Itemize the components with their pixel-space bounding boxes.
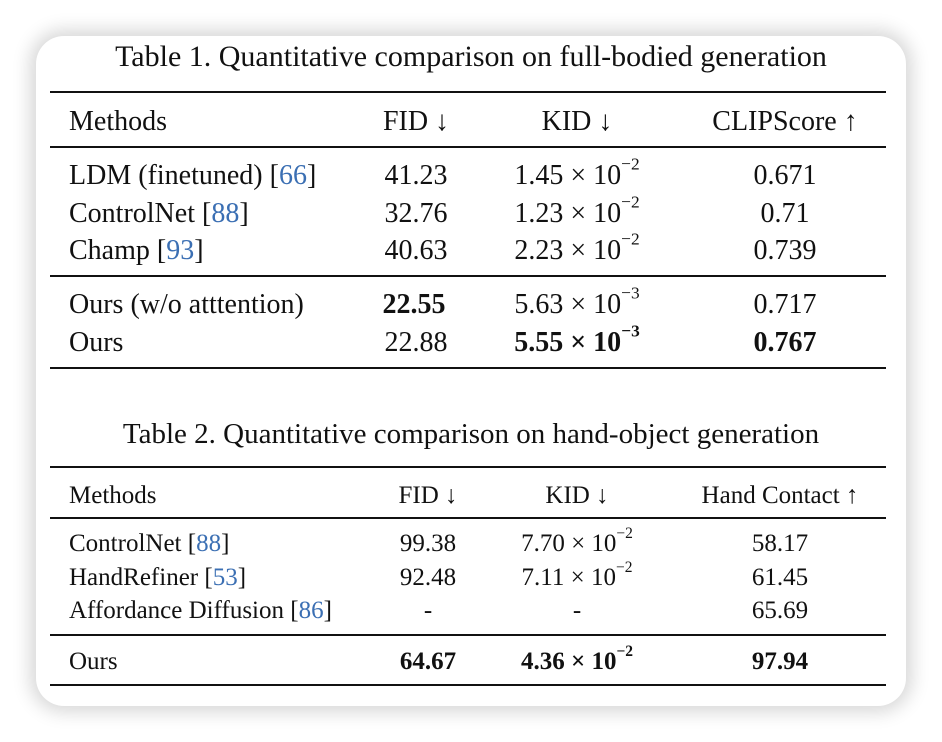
table2-row-affordance-fid: - [423, 597, 433, 624]
table2-header-methods: Methods [69, 482, 157, 509]
table2-row-controlnet-method: ControlNet [88] [69, 530, 230, 557]
table2-header-fid: FID ↓ [398, 482, 458, 509]
table2-row-affordance-kid: - [572, 597, 582, 624]
table2-row-controlnet-kid: 7.70 × 10−2 [521, 524, 633, 557]
table1-row-ours-kid: 5.55 × 10−3 [514, 321, 640, 358]
citation-link[interactable]: 53 [212, 564, 238, 591]
table1-row-controlnet-clip: 0.71 [760, 198, 810, 229]
table1-row-ldm-kid: 1.45 × 10−2 [514, 154, 640, 191]
table1-row-ours-fid: 22.88 [384, 327, 448, 358]
table2-row-controlnet-fid: 99.38 [399, 530, 457, 557]
citation-link[interactable]: 86 [298, 597, 324, 624]
content-card [36, 36, 906, 706]
table2-row-affordance-contact: 65.69 [751, 597, 809, 624]
table2-top-rule [50, 466, 886, 468]
table2-row-handrefiner-fid: 92.48 [399, 564, 457, 591]
table1-row-ldm-method: LDM (finetuned) [66] [69, 160, 317, 191]
table1-row-ours-noattn-method: Ours (w/o atttention) [69, 289, 304, 320]
table1-row-ldm-fid: 41.23 [384, 160, 448, 191]
table2-row-ours-contact: 97.94 [751, 648, 809, 675]
table1-header-kid: KID ↓ [541, 106, 613, 137]
table1-row-champ-method: Champ [93] [69, 235, 204, 266]
table1-row-controlnet-method: ControlNet [88] [69, 198, 249, 229]
table1-top-rule [50, 91, 886, 93]
table2-row-ours-fid: 64.67 [399, 648, 457, 675]
table2-header-hand-contact: Hand Contact ↑ [701, 482, 859, 509]
table1-bottom-rule [50, 367, 886, 369]
table2-row-ours-method: Ours [69, 648, 118, 675]
table1-row-controlnet-kid: 1.23 × 10−2 [514, 192, 640, 229]
table1-row-ours-clip: 0.767 [753, 327, 817, 358]
table2-caption: Table 2. Quantitative comparison on hand… [122, 418, 820, 450]
table1-caption: Table 1. Quantitative comparison on full… [115, 40, 827, 73]
citation-link[interactable]: 88 [196, 530, 222, 557]
table1-row-ldm-clip: 0.671 [753, 160, 817, 191]
citation-link[interactable]: 66 [278, 160, 307, 191]
table2-bottom-rule [50, 684, 886, 686]
table2-mid-rule [50, 634, 886, 636]
table1-row-ours-method: Ours [69, 327, 124, 358]
table2-row-affordance-method: Affordance Diffusion [86] [69, 597, 332, 624]
citation-link[interactable]: 88 [211, 198, 240, 229]
table2-header-kid: KID ↓ [545, 482, 609, 509]
table1-header-fid: FID ↓ [382, 106, 450, 137]
table2-row-handrefiner-contact: 61.45 [751, 564, 809, 591]
table1-header-methods: Methods [69, 106, 167, 137]
table1-mid-rule [50, 275, 886, 277]
table1-row-ours-noattn-fid: 22.55 [382, 289, 446, 320]
table1-row-champ-kid: 2.23 × 10−2 [514, 229, 640, 266]
table1-row-ours-noattn-clip: 0.717 [753, 289, 817, 320]
table2-row-controlnet-contact: 58.17 [751, 530, 809, 557]
table1-row-champ-fid: 40.63 [384, 235, 448, 266]
table2-row-handrefiner-kid: 7.11 × 10−2 [521, 558, 633, 591]
table1-row-champ-clip: 0.739 [753, 235, 817, 266]
table1-header-rule [50, 146, 886, 148]
table1-row-ours-noattn-kid: 5.63 × 10−3 [514, 283, 640, 320]
table2-row-ours-kid: 4.36 × 10−2 [520, 642, 634, 675]
citation-link[interactable]: 93 [166, 235, 195, 266]
table2-row-handrefiner-method: HandRefiner [53] [69, 564, 247, 591]
table1-header-clipscore: CLIPScore ↑ [712, 106, 858, 137]
table1-row-controlnet-fid: 32.76 [384, 198, 448, 229]
table2-header-rule [50, 517, 886, 519]
